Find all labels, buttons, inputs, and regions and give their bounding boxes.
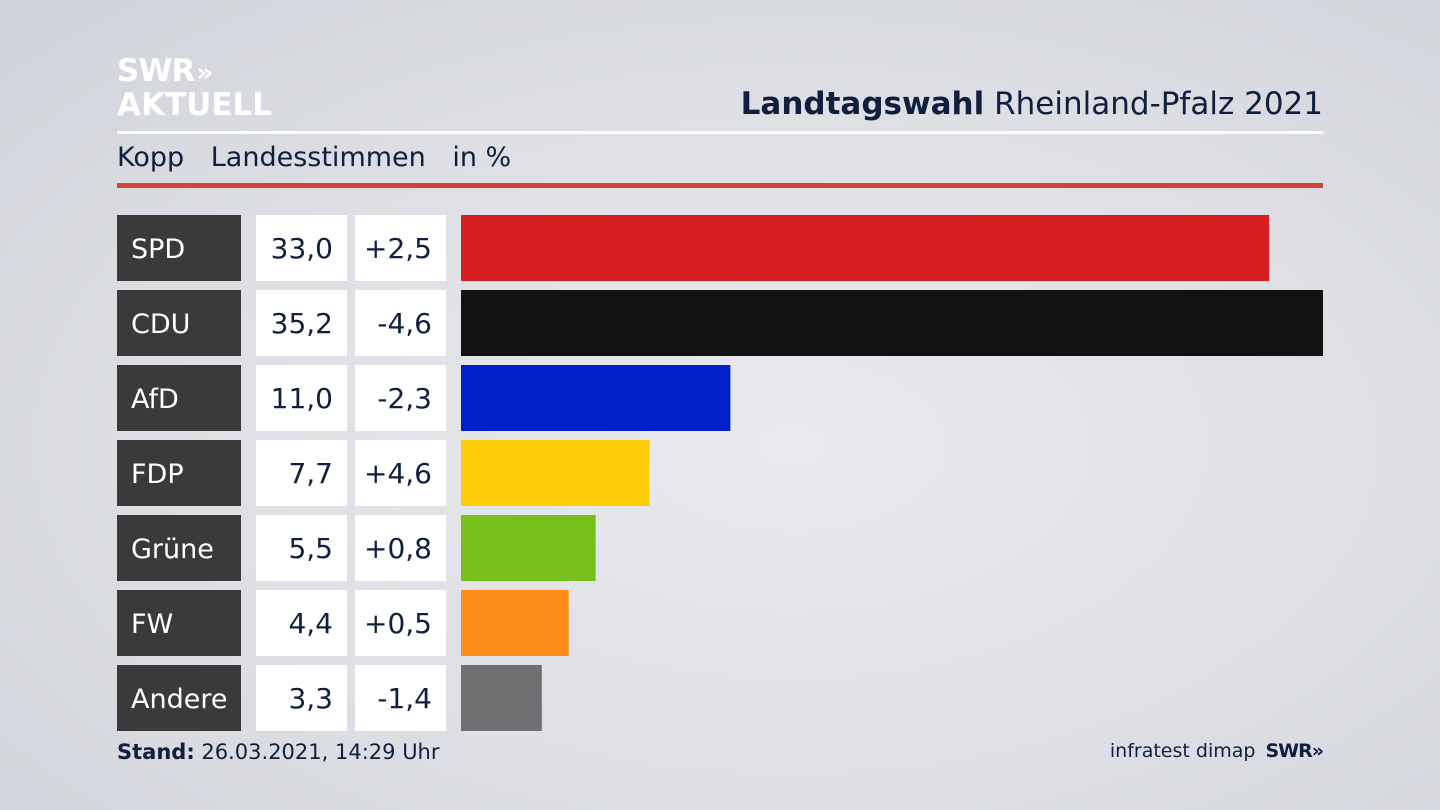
- diff-label: -1,4: [377, 682, 432, 715]
- value-label: 11,0: [271, 382, 333, 415]
- party-label: AfD: [131, 384, 179, 415]
- diff-cell: [355, 215, 446, 281]
- party-label: SPD: [131, 234, 185, 265]
- stand-label: Stand:: [117, 740, 195, 764]
- value-cell: [256, 590, 347, 656]
- party-label: Andere: [131, 684, 227, 715]
- value-cell: [256, 215, 347, 281]
- diff-label: +0,8: [364, 532, 432, 565]
- value-label: 5,5: [288, 532, 333, 565]
- logo-line-2: AKTUELL: [117, 87, 273, 123]
- value-label: 7,7: [288, 457, 333, 490]
- party-label-box: [117, 290, 241, 356]
- subtitle-region: Kopp: [117, 142, 185, 173]
- party-label: Grüne: [131, 534, 214, 565]
- value-cell: [256, 440, 347, 506]
- party-label: FW: [131, 609, 173, 640]
- value-label: 3,3: [288, 682, 333, 715]
- diff-label: -4,6: [377, 307, 432, 340]
- source-credit: infratest dimap SWR»: [1109, 740, 1324, 762]
- title-rest: Rheinland-Pfalz 2021: [994, 86, 1323, 122]
- header-divider: [117, 131, 1323, 134]
- diff-cell: [355, 440, 446, 506]
- page-title: Landtagswahl Rheinland-Pfalz 2021: [741, 86, 1323, 122]
- stand-value: 26.03.2021, 14:29 Uhr: [201, 740, 440, 764]
- party-label-box: [117, 515, 241, 581]
- party-label-box: [117, 215, 241, 281]
- party-label-box: [117, 665, 241, 731]
- bar: [461, 290, 1323, 356]
- value-label: 4,4: [288, 607, 333, 640]
- subtitle-unit: in %: [452, 142, 512, 173]
- footer-chevron-icon: »: [1311, 740, 1324, 762]
- diff-label: -2,3: [377, 382, 432, 415]
- bar: [461, 440, 650, 506]
- party-label: FDP: [131, 459, 184, 490]
- diff-label: +2,5: [364, 232, 432, 265]
- value-label: 33,0: [271, 232, 333, 265]
- diff-cell: [355, 665, 446, 731]
- party-label-box: [117, 590, 241, 656]
- chart-subtitle: Kopp Landesstimmen in %: [117, 142, 529, 173]
- value-cell: [256, 290, 347, 356]
- subtitle-metric: Landesstimmen: [210, 142, 426, 173]
- party-label-box: [117, 440, 241, 506]
- footer-swr-logo: SWR»: [1265, 740, 1324, 762]
- swr-aktuell-logo: SWR» AKTUELL: [117, 55, 272, 121]
- value-cell: [256, 515, 347, 581]
- bar: [461, 215, 1270, 281]
- bar: [461, 515, 596, 581]
- title-bold: Landtagswahl: [740, 86, 985, 122]
- timestamp: Stand: 26.03.2021, 14:29 Uhr: [117, 740, 440, 764]
- source-text: infratest dimap: [1109, 740, 1256, 762]
- diff-cell: [355, 590, 446, 656]
- diff-cell: [355, 365, 446, 431]
- value-label: 35,2: [271, 307, 333, 340]
- bar: [461, 590, 569, 656]
- value-cell: [256, 365, 347, 431]
- accent-divider: [117, 183, 1323, 188]
- party-label-box: [117, 365, 241, 431]
- diff-label: +0,5: [364, 607, 432, 640]
- bar: [461, 665, 542, 731]
- diff-cell: [355, 515, 446, 581]
- diff-label: +4,6: [364, 457, 432, 490]
- value-cell: [256, 665, 347, 731]
- diff-cell: [355, 290, 446, 356]
- logo-line-1: SWR»: [117, 53, 213, 89]
- party-label: CDU: [131, 309, 190, 340]
- bar: [461, 365, 731, 431]
